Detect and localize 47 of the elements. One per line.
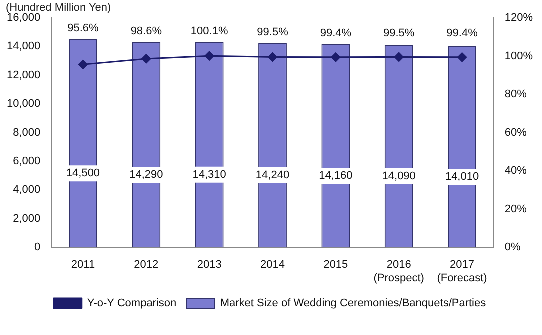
y2-tick-label: 60% [504,126,528,139]
x-tick-label: 2017 (Forecast) [437,259,488,284]
point [78,60,88,70]
data-label: 14,500 [66,168,100,180]
y-tick-label: 6,000 [13,156,41,168]
point [204,51,214,61]
data-label: 14,310 [192,168,226,181]
y-tick-label: 12,000 [6,69,41,82]
x-tick-label: 2012 [134,259,159,272]
point [458,52,468,62]
y2-tick-label: 100% [504,50,534,62]
legend-label: Market Size of Wedding Ceremonies/Banquets/Parties [220,298,487,310]
y-tick-label: 0 [34,242,41,254]
y-tick-label: 16,000 [6,12,41,24]
y-tick-label: 4,000 [13,184,41,196]
point [394,52,404,62]
x-tick-label: 2011 [71,259,96,272]
x-tick-label: 2015 [324,259,348,272]
y2-tick-label: 20% [504,203,528,216]
x-tick-label: 2014 [260,259,285,272]
point [142,54,152,64]
data-label: 14,010 [445,171,480,184]
data-label: 99.5% [384,27,415,40]
point [268,52,278,62]
y-axis-title: (Hundred Million Yen) [6,2,112,14]
data-label: 98.6% [130,26,162,38]
y2-tick-label: 0% [504,242,521,254]
y-tick-label: 14,000 [6,40,41,53]
y2-tick-label: 120% [504,12,534,24]
data-label: 99.4% [446,27,478,40]
point [331,52,341,62]
y-tick-label: 10,000 [6,98,41,110]
data-label: 95.6% [68,22,100,35]
data-label: 99.5% [257,26,289,38]
data-label: 14,290 [130,169,164,182]
y2-tick-label: 80% [504,88,528,101]
y-tick-label: 8,000 [13,126,41,139]
data-label: 14,240 [256,169,290,182]
data-label: 14,090 [382,170,416,183]
data-label: 14,160 [319,170,353,182]
data-label: 100.1% [190,25,228,38]
y-tick-label: 2,000 [13,212,41,225]
data-label: 99.4% [320,27,352,40]
y2-tick-label: 40% [504,165,528,178]
x-tick-label: 2013 [197,259,222,272]
legend-label: Y-o-Y Comparison [87,298,177,310]
x-tick-label: 2016 (Prospect) [374,259,424,284]
